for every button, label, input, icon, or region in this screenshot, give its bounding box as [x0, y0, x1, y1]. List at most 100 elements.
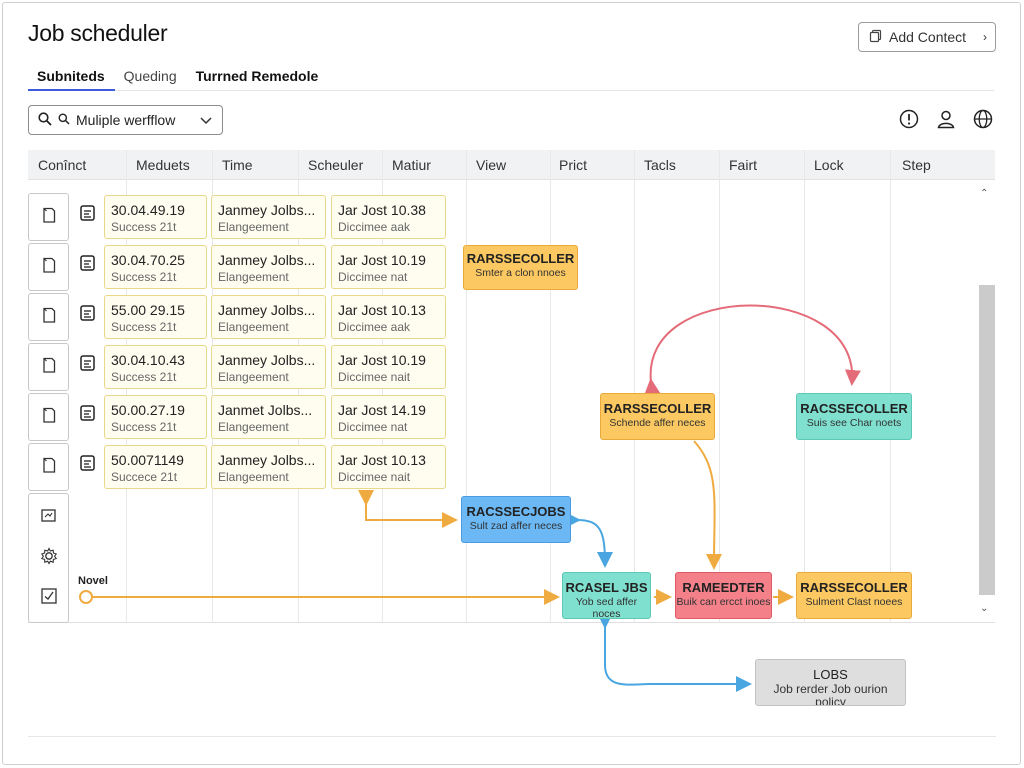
clipboard-icon [41, 356, 57, 379]
card-line-2: Elangeement [218, 470, 289, 484]
row-select-cell[interactable] [28, 243, 69, 291]
job-card-meduets[interactable]: 30.04.49.19 Success 21t [104, 195, 207, 239]
task-list-icon[interactable] [79, 354, 97, 372]
card-line-2: Success 21t [111, 270, 177, 284]
job-card-meduets[interactable]: 30.04.70.25 Success 21t [104, 245, 207, 289]
task-list-icon[interactable] [79, 204, 97, 222]
card-line-1: Janmey Jolbs... [218, 452, 316, 468]
job-card-time[interactable]: Janmey Jolbs... Elangeement [211, 195, 326, 239]
col-header[interactable]: Fairt [729, 157, 757, 173]
grid-line [466, 150, 467, 623]
card-line-2: Elangeement [218, 370, 289, 384]
node-subtitle: Buik can ercct inoes [676, 596, 771, 608]
task-list-icon[interactable] [79, 404, 97, 422]
node-title: RCASEL JBS [565, 580, 648, 595]
card-line-1: 50.0071149 [111, 452, 184, 468]
job-card-time[interactable]: Janmey Jolbs... Elangeement [211, 445, 326, 489]
col-header[interactable]: Tacls [644, 157, 676, 173]
job-card-time[interactable]: Janmet Jolbs... Elangeement [211, 395, 326, 439]
node-subtitle: Sult zad affer neces [469, 520, 563, 532]
card-line-1: Janmey Jolbs... [218, 252, 316, 268]
task-list-icon[interactable] [79, 454, 97, 472]
clipboard-icon [41, 306, 57, 329]
col-header[interactable]: Matiur [392, 157, 431, 173]
scheduler-grid: Conînct Meduets Time Scheuler Matiur Vie… [28, 150, 995, 623]
tab-queding[interactable]: Queding [123, 68, 177, 84]
job-card-meduets[interactable]: 30.04.10.43 Success 21t [104, 345, 207, 389]
card-line-1: Jar Jost 10.13 [338, 452, 426, 468]
alert-icon[interactable] [898, 108, 920, 130]
job-card-meduets[interactable]: 55.00 29.15 Success 21t [104, 295, 207, 339]
scroll-up-icon[interactable]: ⌃ [980, 188, 989, 199]
card-line-2: Diccimee nait [338, 370, 411, 384]
workflow-node[interactable]: LOBS Job rerder Job ourion policy [755, 659, 906, 706]
job-card-time[interactable]: Janmey Jolbs... Elangeement [211, 245, 326, 289]
card-line-1: Jar Jost 10.13 [338, 302, 426, 318]
card-line-1: 30.04.10.43 [111, 352, 185, 368]
node-subtitle: Schende affer neces [609, 417, 706, 429]
workflow-node[interactable]: RARSSECOLLER Schende affer neces [600, 393, 715, 440]
workflow-node[interactable]: RCASEL JBS Yob sed affer noces [562, 572, 651, 619]
col-header[interactable]: View [476, 157, 507, 173]
row-select-cell[interactable] [28, 393, 69, 441]
node-subtitle: Yob sed affer noces [575, 596, 638, 619]
workflow-node[interactable]: RARSSECOLLER Smter a clon nnoes [463, 245, 578, 290]
job-card-scheuler[interactable]: Jar Jost 10.13 Diccimee nait [331, 445, 446, 489]
card-line-2: Success 21t [111, 220, 177, 234]
workflow-node[interactable]: RACSSECJOBS Sult zad affer neces [461, 496, 571, 543]
col-header[interactable]: Scheuler [308, 157, 364, 173]
add-contact-button[interactable]: Add Contect › [858, 22, 996, 52]
row-select-cell[interactable] [28, 343, 69, 391]
job-card-meduets[interactable]: 50.00.27.19 Success 21t [104, 395, 207, 439]
job-card-meduets[interactable]: 50.0071149 Succece 21t [104, 445, 207, 489]
col-header[interactable]: Lock [814, 157, 844, 173]
card-line-1: Jar Jost 10.19 [338, 352, 426, 368]
user-icon[interactable] [935, 108, 957, 130]
grid-line [550, 150, 551, 623]
task-list-icon[interactable] [79, 304, 97, 322]
col-header[interactable]: Conînct [38, 157, 87, 173]
row-select-cell[interactable] [28, 443, 69, 491]
row-select-cell[interactable] [28, 293, 69, 341]
column-header-row: Conînct Meduets Time Scheuler Matiur Vie… [28, 150, 995, 180]
tab-turned-remedole[interactable]: Turrned Remedole [195, 68, 319, 84]
novel-label: Novel [78, 575, 108, 587]
job-card-scheuler[interactable]: Jar Jost 10.19 Diccimee nat [331, 245, 446, 289]
card-line-2: Diccimee aak [338, 220, 411, 234]
job-card-scheuler[interactable]: Jar Jost 10.38 Diccimee aak [331, 195, 446, 239]
col-header[interactable]: Step [902, 157, 931, 173]
clipboard-icon [41, 456, 57, 479]
divider [28, 736, 996, 737]
workflow-node[interactable]: RARSSECOLLER Sulment Clast noees [796, 572, 912, 619]
job-card-time[interactable]: Janmey Jolbs... Elangeement [211, 295, 326, 339]
card-line-2: Elangeement [218, 220, 289, 234]
scrollbar-thumb[interactable] [979, 285, 995, 595]
card-line-1: 50.00.27.19 [111, 402, 185, 418]
job-card-scheuler[interactable]: Jar Jost 14.19 Diccimee nat [331, 395, 446, 439]
scroll-down-icon[interactable]: ⌄ [980, 603, 989, 614]
task-list-icon[interactable] [79, 254, 97, 272]
grid-line [890, 150, 891, 623]
col-header[interactable]: Time [222, 157, 253, 173]
col-header[interactable]: Prict [559, 157, 587, 173]
job-card-scheuler[interactable]: Jar Jost 10.19 Diccimee nait [331, 345, 446, 389]
card-line-2: Success 21t [111, 320, 177, 334]
tab-submitteds[interactable]: Subniteds [28, 66, 115, 91]
edit-icon[interactable] [40, 508, 58, 529]
job-card-time[interactable]: Janmey Jolbs... Elangeement [211, 345, 326, 389]
clipboard-icon [41, 206, 57, 229]
col-header[interactable]: Meduets [136, 157, 190, 173]
workflow-node[interactable]: RAMEEDTER Buik can ercct inoes [675, 572, 772, 619]
workflow-node[interactable]: RACSSECOLLER Suis see Char noets [796, 393, 912, 440]
row-select-cell[interactable] [28, 193, 69, 241]
workflow-search-select[interactable]: Muliple werfflow [28, 105, 223, 135]
chevron-right-icon: › [983, 30, 987, 44]
globe-icon[interactable] [972, 108, 994, 130]
card-line-2: Diccimee nat [338, 270, 408, 284]
check-doc-icon[interactable] [40, 587, 58, 610]
job-card-scheuler[interactable]: Jar Jost 10.13 Diccimee aak [331, 295, 446, 339]
grid-line [634, 150, 635, 623]
clipboard-icon [41, 256, 57, 279]
node-subtitle: Sulment Clast noees [805, 596, 903, 608]
settings-icon[interactable] [40, 547, 58, 570]
